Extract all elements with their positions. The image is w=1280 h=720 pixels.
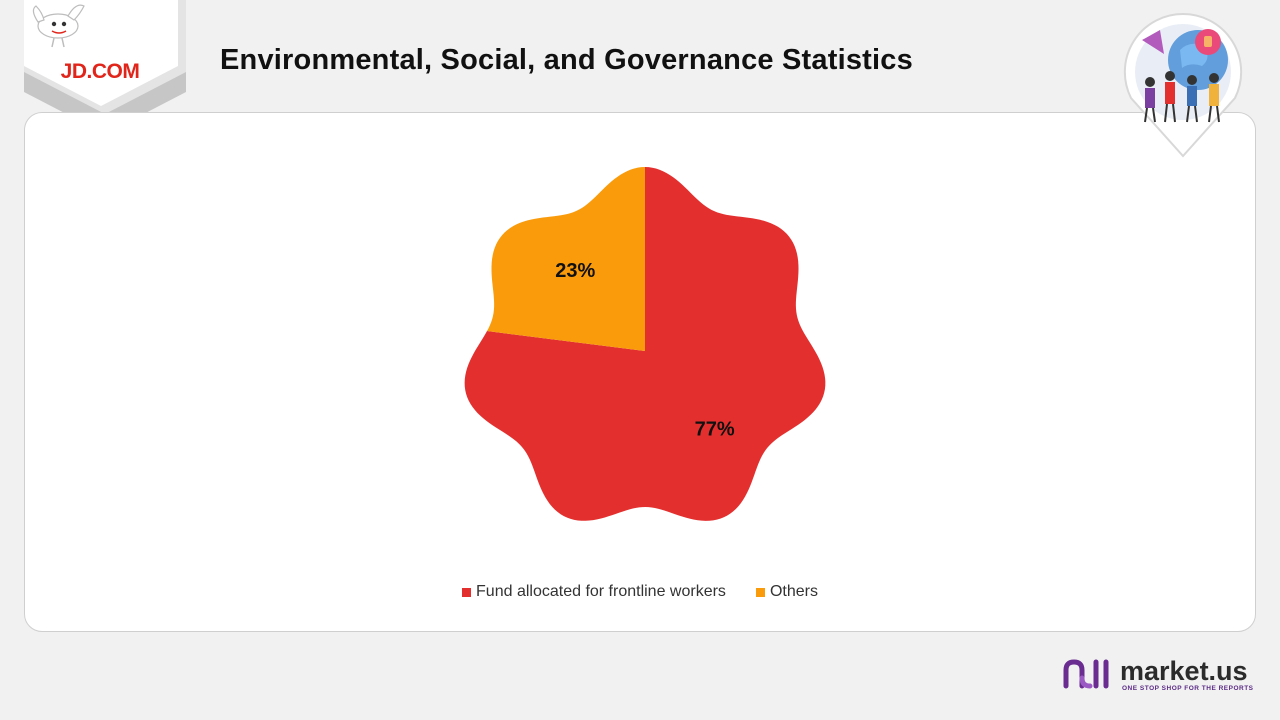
legend-label-others: Others [769,583,818,600]
brand-name: market.us [1120,656,1248,686]
pie-chart: 77% 23% [464,167,826,521]
legend-label-frontline: Fund allocated for frontline workers [476,583,726,600]
pie-slice-others [487,167,645,351]
market-us-logo-icon [1063,659,1109,689]
dog-mascot-icon [32,4,85,48]
pie-slice-frontline [464,167,826,521]
legend-swatch-frontline [462,587,472,597]
page-title: Environmental, Social, and Governance St… [220,44,913,76]
pie-label-frontline: 77% [695,418,735,440]
brand-tagline: ONE STOP SHOP FOR THE REPORTS [1122,685,1254,692]
jd-logo-text: JD.COM [60,60,140,83]
logo-tab: JD.COM [24,0,186,135]
chart-card: 77% 23% Fund allocated for frontline work… [24,112,1256,632]
legend-item-frontline: Fund allocated for frontline workers [462,583,726,601]
legend-item-others: Others [755,583,818,601]
legend-swatch-others [755,587,765,597]
people-globe-badge-icon [1123,12,1243,158]
pie-label-others: 23% [555,260,595,282]
chart-legend: Fund allocated for frontline workers Oth… [25,583,1255,601]
brand-logo: market.us ONE STOP SHOP FOR THE REPORTS [1062,656,1262,696]
